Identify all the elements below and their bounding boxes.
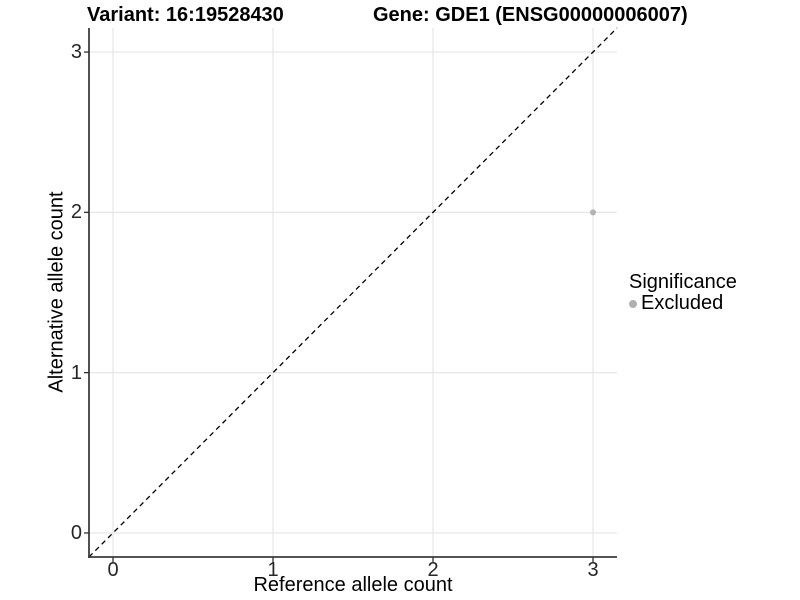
y-axis-title: Alternative allele count [45,191,68,393]
legend-item-label: Excluded [641,292,724,314]
legend-item: Excluded [629,293,737,314]
y-tick-label: 0 [70,521,82,544]
x-tick-label: 1 [267,559,279,581]
data-point [590,209,596,216]
y-tick-label: 3 [70,41,82,64]
plot-title-gene: Gene: GDE1 (ENSG00000006007) [373,4,688,26]
legend-point-marker [629,299,637,308]
y-tick-label: 1 [70,361,82,384]
x-tick-label: 3 [587,559,599,581]
legend: Significance Excluded [629,272,737,314]
plot-title-variant: Variant: 16:19528430 [87,4,284,26]
y-tick-label: 2 [70,201,82,224]
legend-title: Significance [629,271,737,293]
x-tick-label: 2 [427,559,439,581]
x-axis-title: Reference allele count [253,574,453,596]
identity-line [88,27,618,558]
x-tick-label: 0 [107,559,119,581]
